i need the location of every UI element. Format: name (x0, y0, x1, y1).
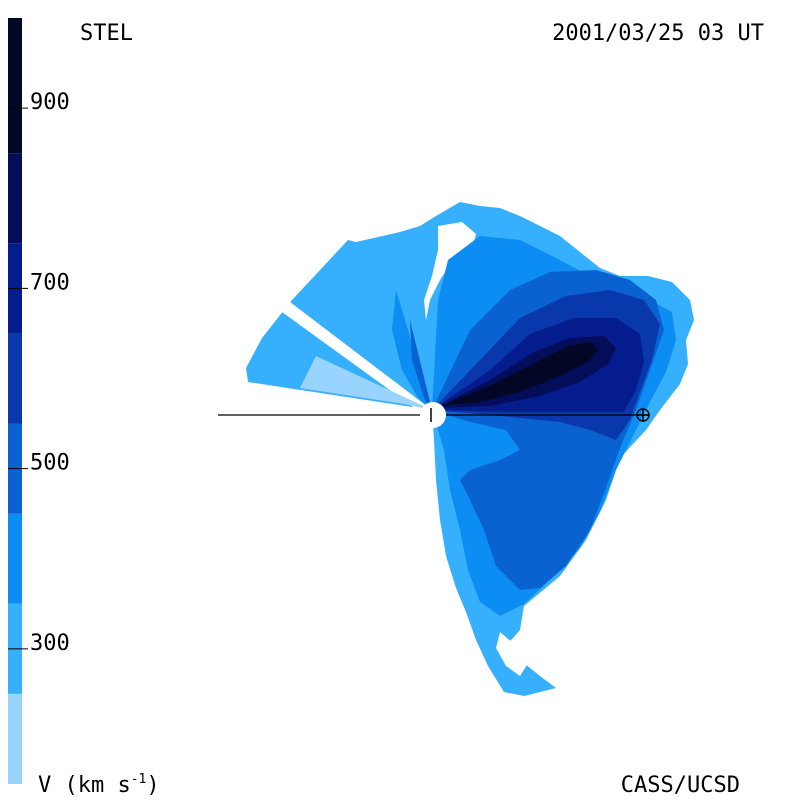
velocity-gap-notch (424, 222, 476, 320)
header-right-label: 2001/03/25 03 UT (552, 21, 764, 46)
velocity-region-core (440, 342, 598, 406)
footer-left-label: V (km s-1) (38, 772, 160, 798)
colorbar-segment (8, 18, 22, 154)
colorbar-ticks: 300 500 700 900 (8, 90, 70, 656)
footer-right-label: CASS/UCSD (621, 773, 740, 798)
sun-marker (420, 402, 446, 428)
colorbar-segment (8, 693, 22, 784)
velocity-gap-notch-low (496, 632, 530, 676)
velocity-unit-label: V (km s (38, 773, 131, 798)
colorbar-segment (8, 153, 22, 244)
velocity-region-faint (300, 356, 432, 410)
velocity-map (246, 202, 694, 696)
colorbar (8, 18, 22, 784)
colorbar-tick-label: 300 (30, 631, 70, 656)
header-left-label: STEL (80, 21, 133, 46)
velocity-unit-exponent: -1 (131, 772, 147, 787)
colorbar-tick-label: 900 (30, 90, 70, 115)
colorbar-segment (8, 513, 22, 604)
velocity-region-medium-thin (410, 320, 432, 410)
velocity-gap-wedge (282, 302, 432, 412)
velocity-unit-close: ) (146, 773, 159, 798)
colorbar-segment (8, 333, 22, 424)
earth-marker (636, 408, 650, 422)
colorbar-tick-label: 700 (30, 270, 70, 295)
colorbar-tick-label: 500 (30, 451, 70, 476)
